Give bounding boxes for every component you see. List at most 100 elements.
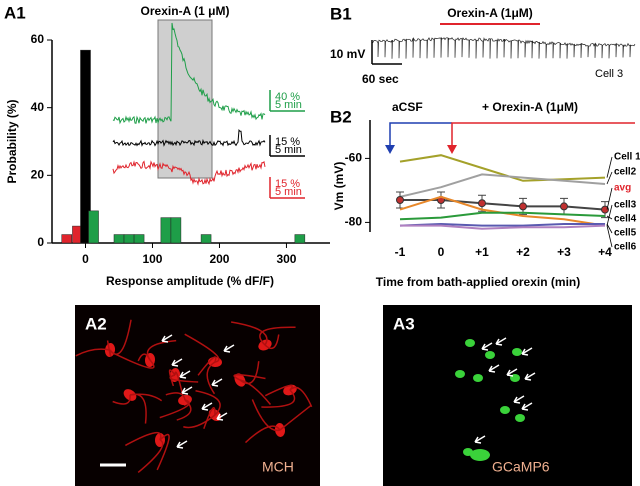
neurite xyxy=(109,319,132,355)
series-line xyxy=(399,173,606,198)
neurite xyxy=(168,369,176,387)
bar xyxy=(113,234,125,244)
series-line xyxy=(399,211,606,221)
inset-trace xyxy=(112,129,266,147)
neurite xyxy=(230,321,268,346)
scale-label: 60 sec xyxy=(362,72,399,86)
arrowhead xyxy=(385,145,395,154)
scale-label: 15 % xyxy=(275,178,300,190)
series-line xyxy=(400,199,606,211)
bar xyxy=(160,217,172,244)
arrow xyxy=(521,347,533,356)
legend-connector xyxy=(606,225,613,248)
neurite xyxy=(115,353,155,369)
scale-label: 40 % xyxy=(275,91,300,103)
annotation: aCSF xyxy=(392,100,423,114)
arrow xyxy=(524,372,536,381)
legend-connector xyxy=(606,223,613,234)
avg-marker xyxy=(478,199,486,208)
legend-connector xyxy=(606,187,613,210)
x-tick-label: +1 xyxy=(475,245,489,259)
neurite xyxy=(184,333,220,363)
legend-label: cell4 xyxy=(614,214,637,225)
bar xyxy=(61,234,72,244)
y-axis-label: Probability (%) xyxy=(5,99,19,183)
membrane-trace xyxy=(371,36,636,59)
gcamp-cell xyxy=(465,339,475,347)
neurite xyxy=(169,374,199,383)
gcamp-cell xyxy=(473,374,483,382)
x-tick-label: +2 xyxy=(516,245,530,259)
series-line xyxy=(399,222,605,227)
gcamp-cell xyxy=(515,414,525,422)
annotation: + Orexin-A (1μM) xyxy=(482,100,578,114)
decor xyxy=(75,319,536,474)
avg-marker xyxy=(519,202,527,211)
gcamp-cell xyxy=(485,351,495,359)
arrow xyxy=(176,440,188,449)
neurite xyxy=(176,399,192,421)
arrow xyxy=(211,378,223,387)
legend-label: cell5 xyxy=(614,228,637,239)
neurite xyxy=(251,399,281,432)
arrow xyxy=(216,412,228,421)
legend-connector xyxy=(606,204,613,226)
arrow xyxy=(481,342,493,351)
inset-trace xyxy=(112,160,266,186)
arrow xyxy=(179,370,191,379)
bar xyxy=(88,210,99,244)
neurite xyxy=(137,353,151,362)
scale-label: 5 min xyxy=(275,144,302,156)
stimulus-label: Orexin-A (1 μM) xyxy=(141,4,230,18)
x-axis-label: Response amplitude (% dF/F) xyxy=(106,274,274,288)
baseline-arrow xyxy=(389,122,452,148)
bar xyxy=(170,217,182,244)
neurite xyxy=(75,348,111,357)
scale-label: 5 min xyxy=(275,99,302,111)
x-tick-label: +4 xyxy=(598,245,612,259)
arrow xyxy=(181,386,193,395)
panel-label: A1 xyxy=(4,3,26,22)
bar xyxy=(200,234,212,244)
legend-connector xyxy=(606,171,613,185)
gcamp-image xyxy=(383,305,632,486)
panel-label: A3 xyxy=(393,314,415,333)
neurite xyxy=(261,389,296,408)
neurite xyxy=(279,404,312,431)
scale-label: 5 min xyxy=(275,186,302,198)
neurite xyxy=(156,433,170,471)
inset-trace xyxy=(112,22,266,125)
neurite xyxy=(112,394,131,405)
neurite xyxy=(244,425,281,444)
neurite xyxy=(137,439,164,474)
bar xyxy=(133,234,145,244)
legend-label: cell3 xyxy=(614,200,637,211)
bar xyxy=(294,234,306,244)
series-line xyxy=(400,224,606,230)
gcamp-cell xyxy=(512,348,522,356)
legend-label: cell2 xyxy=(614,167,637,178)
neurite xyxy=(195,389,221,416)
neurite xyxy=(165,392,186,401)
arrow xyxy=(513,395,525,404)
stimulus-label: Orexin-A (1μM) xyxy=(447,6,533,20)
arrow xyxy=(488,364,500,373)
bar xyxy=(80,49,91,244)
stain-label: GCaMP6 xyxy=(492,459,550,475)
arrow xyxy=(495,337,507,346)
neurite xyxy=(124,432,162,447)
avg-marker xyxy=(601,205,609,214)
legend-label: Cell 1 xyxy=(614,152,640,163)
x-tick-label: -1 xyxy=(395,245,406,259)
neurite xyxy=(206,361,216,395)
legend-label: avg xyxy=(614,183,631,194)
neurite xyxy=(129,393,163,402)
stimulus-box xyxy=(157,19,213,179)
y-tick-label: 0 xyxy=(37,235,44,249)
arrow xyxy=(474,435,486,444)
gcamp-cell xyxy=(500,406,510,414)
avg-marker xyxy=(396,196,404,204)
arrow xyxy=(171,358,183,367)
x-axis-label: Time from bath-applied orexin (min) xyxy=(376,275,580,289)
